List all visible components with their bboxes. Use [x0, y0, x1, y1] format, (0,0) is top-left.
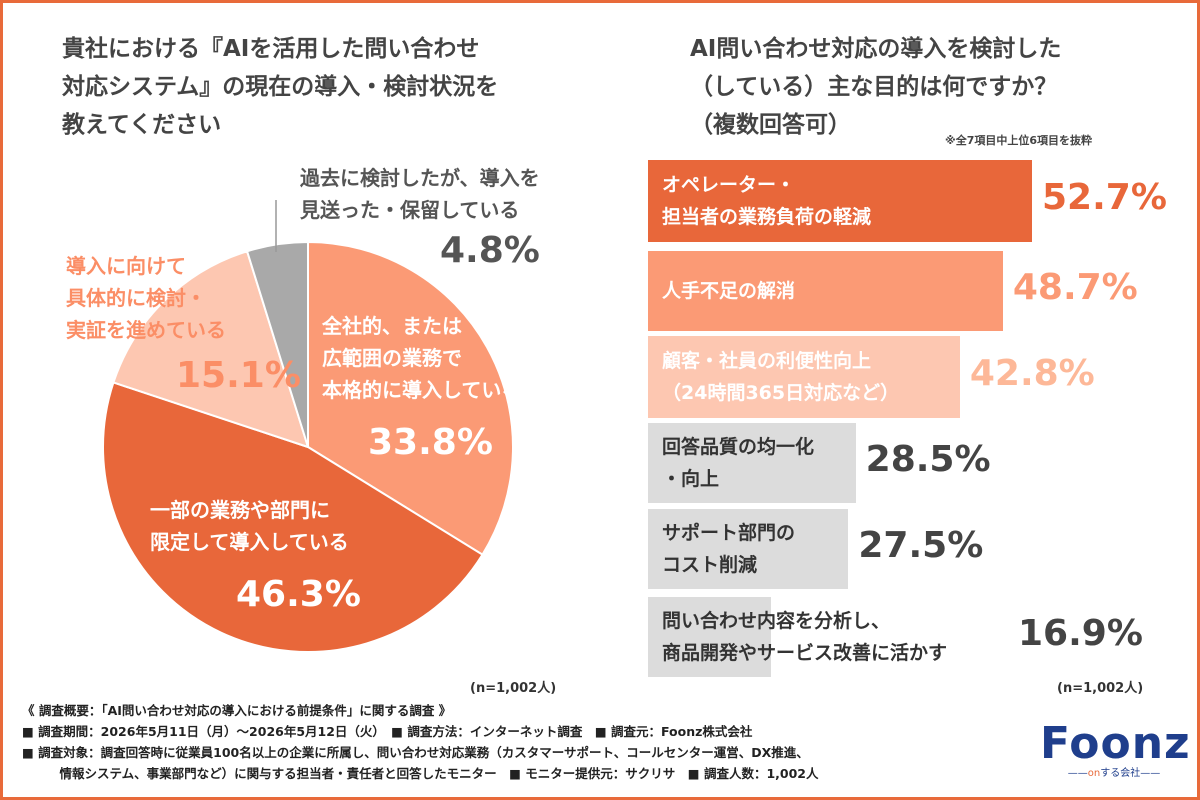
pie-slice-0	[307, 240, 514, 557]
bar-label: 人手不足の解消	[662, 280, 796, 302]
bar-value-label: 42.8%	[969, 353, 1095, 394]
logo-tagline: ——onする会社——	[1067, 768, 1161, 779]
bar-chart-note: ※全7項目中上位6項目を抜粋	[945, 134, 1093, 147]
footer-line: ■ 調査期間：2026年5月11日（月）〜2026年5月12日（火） ■ 調査方…	[22, 724, 753, 739]
bar-sample-size: (n=1,002人)	[1057, 681, 1144, 696]
bar-label: 顧客・社員の利便性向上 （24時間365日対応など）	[662, 350, 900, 404]
company-logo: Foonz ——onする会社——	[1040, 718, 1191, 782]
survey-footer: 《 調査概要：「AI問い合わせ対応の導入における前提条件」に関する調査 》 ■ …	[22, 700, 1022, 784]
bar-value-label: 16.9%	[1018, 613, 1143, 654]
bar	[648, 597, 772, 677]
pie-chart	[102, 200, 514, 653]
footer-line: ■ 調査対象：調査回答時に従業員100名以上の企業に所属し、問い合わせ対応業務（…	[22, 745, 809, 760]
bar-value-label: 48.7%	[1012, 267, 1138, 308]
pie-label-considering: 導入に向けて 具体的に検討・ 実証を進めている	[66, 254, 226, 342]
bar-label: オペレーター・ 担当者の業務負荷の軽減	[662, 174, 872, 228]
logo-wordmark: Foonz	[1040, 718, 1191, 769]
bar	[648, 509, 849, 589]
bar	[648, 251, 1003, 331]
pie-value-considering: 15.1%	[176, 355, 301, 396]
footer-line: 情報システム、事業部門など）に関与する担当者・責任者と回答したモニター ■ モニ…	[22, 766, 819, 781]
bar-label: 回答品質の均一化 ・向上	[662, 436, 815, 490]
bar	[648, 160, 1032, 242]
pie-slice-2	[112, 250, 310, 449]
pie-chart-title: 貴社における『AIを活用した問い合わせ 対応システム』の現在の導入・検討状況を …	[62, 36, 499, 138]
pie-slice-1	[102, 381, 484, 653]
pie-sample-size: (n=1,002人)	[470, 681, 557, 696]
bar-value-label: 27.5%	[858, 525, 984, 566]
bar-label: サポート部門の コスト削減	[662, 522, 796, 576]
bar-chart-title: AI問い合わせ対応の導入を検討した （している）主な目的は何ですか？ （複数回答…	[690, 36, 1062, 138]
bar-label: 問い合わせ内容を分析し、 商品開発やサービス改善に活かす	[662, 610, 948, 664]
bar	[648, 423, 856, 503]
pie-label-postponed: 過去に検討したが、導入を 見送った・保留している	[300, 166, 540, 222]
bar	[648, 336, 960, 418]
pie-slice-3	[245, 240, 309, 448]
pie-value-postponed: 4.8%	[440, 230, 540, 271]
pie-label-fullscale: 全社的、または 広範囲の業務で 本格的に導入している	[322, 314, 522, 402]
footer-line: 《 調査概要：「AI問い合わせ対応の導入における前提条件」に関する調査 》	[22, 703, 452, 718]
pie-value-partial: 46.3%	[236, 574, 361, 615]
pie-label-partial: 一部の業務や部門に 限定して導入している	[150, 498, 349, 554]
bar-value-label: 52.7%	[1042, 177, 1167, 218]
bar-value-label: 28.5%	[865, 439, 991, 480]
pie-value-fullscale: 33.8%	[368, 422, 493, 463]
